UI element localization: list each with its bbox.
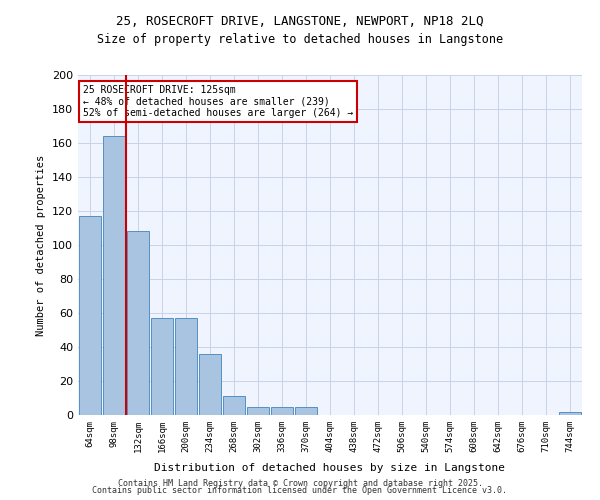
Bar	[79, 216, 101, 415]
Bar	[175, 318, 197, 415]
Bar	[127, 232, 149, 415]
X-axis label: Distribution of detached houses by size in Langstone: Distribution of detached houses by size …	[155, 463, 505, 473]
Text: Size of property relative to detached houses in Langstone: Size of property relative to detached ho…	[97, 32, 503, 46]
Bar	[271, 406, 293, 415]
Bar	[103, 136, 125, 415]
Bar	[151, 318, 173, 415]
Text: Contains HM Land Registry data © Crown copyright and database right 2025.: Contains HM Land Registry data © Crown c…	[118, 478, 482, 488]
Text: Contains public sector information licensed under the Open Government Licence v3: Contains public sector information licen…	[92, 486, 508, 495]
Bar	[247, 406, 269, 415]
Text: 25, ROSECROFT DRIVE, LANGSTONE, NEWPORT, NP18 2LQ: 25, ROSECROFT DRIVE, LANGSTONE, NEWPORT,…	[116, 15, 484, 28]
Y-axis label: Number of detached properties: Number of detached properties	[37, 154, 46, 336]
Bar	[199, 354, 221, 415]
Text: 25 ROSECROFT DRIVE: 125sqm
← 48% of detached houses are smaller (239)
52% of sem: 25 ROSECROFT DRIVE: 125sqm ← 48% of deta…	[83, 85, 353, 118]
Bar	[295, 406, 317, 415]
Bar	[223, 396, 245, 415]
Bar	[559, 412, 581, 415]
